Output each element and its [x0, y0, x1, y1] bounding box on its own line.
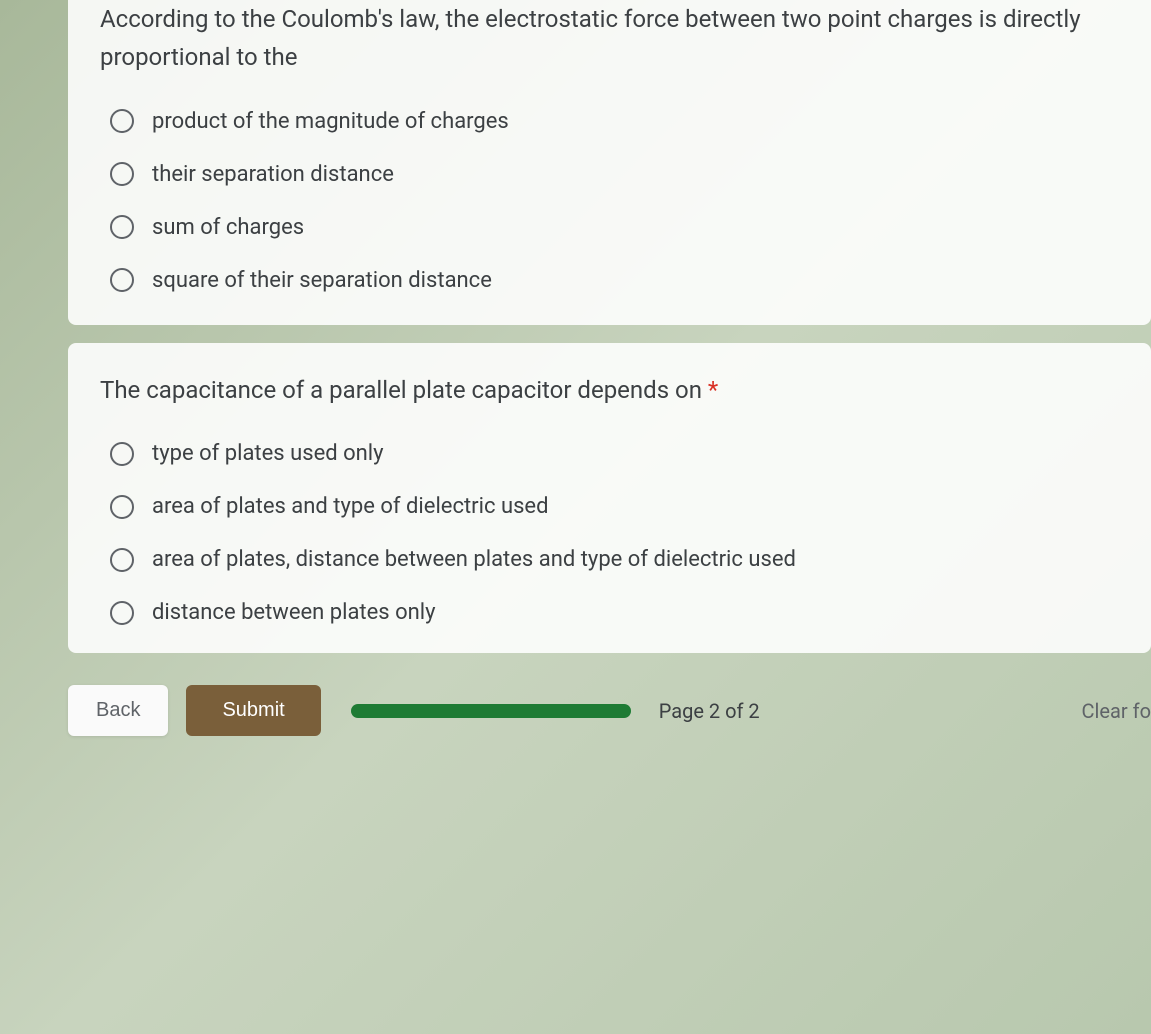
option-label: sum of charges: [152, 215, 304, 240]
clear-form-link[interactable]: Clear fo: [1082, 699, 1151, 723]
question-2-text: The capacitance of a parallel plate capa…: [100, 371, 1119, 409]
option-label: type of plates used only: [152, 441, 384, 466]
page-indicator: Page 2 of 2: [659, 699, 760, 723]
radio-icon[interactable]: [110, 162, 134, 186]
option-q2-2[interactable]: area of plates, distance between plates …: [110, 547, 1119, 572]
question-1-options: product of the magnitude of charges thei…: [100, 109, 1119, 293]
option-label: product of the magnitude of charges: [152, 109, 509, 134]
option-label: area of plates and type of dielectric us…: [152, 494, 549, 519]
question-1-text: According to the Coulomb's law, the elec…: [100, 0, 1119, 77]
radio-icon[interactable]: [110, 442, 134, 466]
question-card-1: According to the Coulomb's law, the elec…: [68, 0, 1151, 325]
radio-icon[interactable]: [110, 548, 134, 572]
radio-icon[interactable]: [110, 495, 134, 519]
question-2-options: type of plates used only area of plates …: [100, 441, 1119, 625]
option-label: square of their separation distance: [152, 268, 492, 293]
option-q1-1[interactable]: their separation distance: [110, 162, 1119, 187]
option-label: distance between plates only: [152, 600, 436, 625]
option-label: their separation distance: [152, 162, 394, 187]
option-q2-1[interactable]: area of plates and type of dielectric us…: [110, 494, 1119, 519]
progress-container: Page 2 of 2: [351, 699, 760, 723]
form-footer: Back Submit Page 2 of 2 Clear fo: [68, 671, 1151, 736]
back-button[interactable]: Back: [68, 685, 168, 736]
option-q2-0[interactable]: type of plates used only: [110, 441, 1119, 466]
option-q1-3[interactable]: square of their separation distance: [110, 268, 1119, 293]
progress-bar: [351, 704, 631, 718]
radio-icon[interactable]: [110, 268, 134, 292]
radio-icon[interactable]: [110, 601, 134, 625]
question-2-text-content: The capacitance of a parallel plate capa…: [100, 376, 702, 404]
option-q1-2[interactable]: sum of charges: [110, 215, 1119, 240]
required-asterisk: *: [708, 376, 718, 404]
question-card-2: The capacitance of a parallel plate capa…: [68, 343, 1151, 653]
submit-button[interactable]: Submit: [186, 685, 320, 736]
option-q2-3[interactable]: distance between plates only: [110, 600, 1119, 625]
option-label: area of plates, distance between plates …: [152, 547, 796, 572]
radio-icon[interactable]: [110, 215, 134, 239]
option-q1-0[interactable]: product of the magnitude of charges: [110, 109, 1119, 134]
radio-icon[interactable]: [110, 109, 134, 133]
